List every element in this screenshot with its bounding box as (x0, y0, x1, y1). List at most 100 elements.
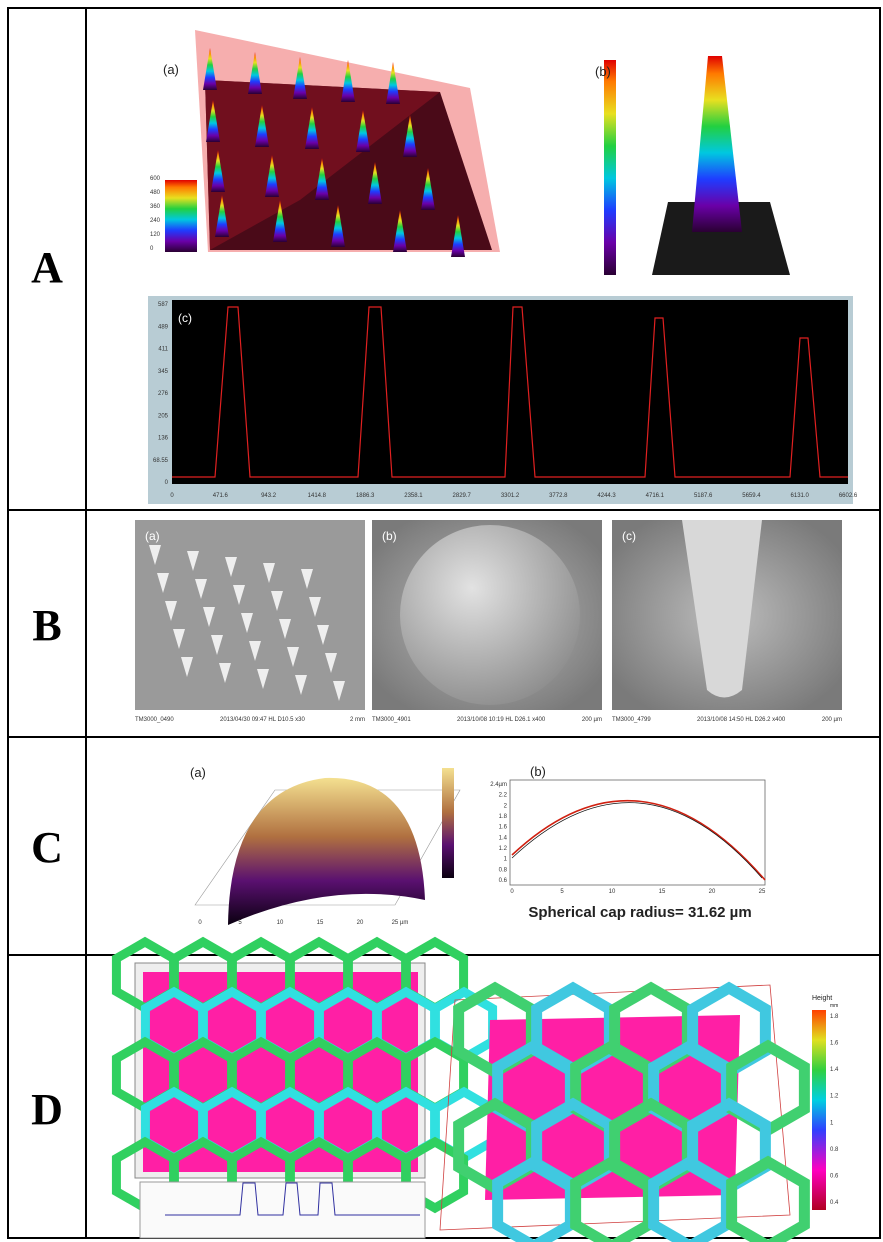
panel-label: (a) (190, 765, 206, 780)
y-tick-label: 345 (158, 369, 169, 375)
x-tick-label: 1414.8 (308, 493, 327, 499)
needle (386, 62, 400, 104)
needle (325, 653, 337, 673)
row-label: A (31, 243, 63, 292)
profile-plot (148, 296, 853, 504)
needle (333, 681, 345, 701)
panel-label: (c) (622, 529, 636, 543)
x-tick-label: 3772.8 (549, 493, 568, 499)
x-tick-label: 10 (609, 889, 616, 895)
panel-label: (b) (530, 764, 546, 779)
x-tick-label: 15 (659, 889, 666, 895)
sem-info: 2013/04/30 09:47 HL D10.5 x30 (220, 717, 306, 723)
needle (265, 155, 279, 197)
y-tick-label: 1.2 (499, 846, 508, 852)
needle (241, 613, 253, 633)
y-tick-label: 411 (158, 347, 168, 353)
sem-info: 2013/10/08 14:50 HL D26.2 x400 (697, 717, 786, 723)
x-tick-label: 25 (759, 889, 766, 895)
y-tick-label: 2.2 (499, 793, 508, 799)
x-tick-label: 943.2 (261, 493, 277, 499)
needle (165, 601, 177, 621)
honeycomb-3d (439, 981, 826, 1242)
x-tick-label: 3301.2 (501, 493, 520, 499)
y-tick-label: 136 (158, 436, 169, 442)
needle (157, 573, 169, 593)
x-tick-label: 4244.3 (597, 493, 616, 499)
legend-tick-label: 1 (830, 1120, 834, 1126)
legend-tick-label: 1.4 (830, 1067, 839, 1073)
panel-label: (a) (145, 529, 160, 543)
x-tick-label: 0 (510, 889, 514, 895)
x-tick-label: 6131.0 (791, 493, 810, 499)
single-needle-3d (604, 56, 790, 275)
y-tick-label: 2.4µm (490, 782, 507, 788)
x-tick-label: 15 (317, 920, 324, 926)
legend-unit: mm (830, 1003, 838, 1009)
x-tick-label: 20 (357, 920, 364, 926)
legend-tick-label: 1.2 (830, 1094, 839, 1100)
panel-label: (b) (382, 529, 397, 543)
y-tick-label: 205 (158, 413, 169, 419)
honeycomb-2d (111, 936, 498, 1239)
x-tick-label: 4716.1 (646, 493, 665, 499)
cap-fit-plot (509, 779, 766, 886)
panel-label: (a) (163, 62, 179, 77)
y-tick-label: 1.6 (499, 825, 508, 831)
x-tick-label: 5659.4 (742, 493, 761, 499)
sem-info: 2013/10/08 10:19 HL D26.1 x400 (457, 717, 546, 723)
needle (149, 545, 161, 565)
needle (271, 591, 283, 611)
sem-scale: 200 µm (822, 717, 842, 723)
x-tick-label: 20 (709, 889, 716, 895)
needle (421, 168, 435, 210)
needle (255, 105, 269, 147)
needle (315, 158, 329, 200)
y-tick-label: 0 (165, 480, 169, 486)
sem-id: TM3000_0490 (135, 717, 174, 723)
needle (368, 162, 382, 204)
x-tick-label: 25 µm (392, 920, 409, 926)
y-tick-label: 0.8 (499, 867, 508, 873)
needle (225, 557, 237, 577)
sem-id: TM3000_4901 (372, 717, 411, 723)
needle (206, 100, 220, 142)
needle (211, 635, 223, 655)
row-label: D (31, 1085, 63, 1134)
needle (331, 205, 345, 247)
needle (187, 551, 199, 571)
needle (301, 569, 313, 589)
caption: Spherical cap radius= 31.62 µm (528, 904, 751, 921)
y-tick-label: 0.6 (499, 878, 508, 884)
x-tick-label: 471.6 (213, 493, 229, 499)
needle (279, 619, 291, 639)
needle (181, 657, 193, 677)
panel-label: (c) (178, 311, 192, 325)
y-tick-label: 1 (504, 857, 508, 863)
panel-label: (b) (595, 64, 611, 79)
scale-label: 120 (150, 232, 161, 238)
needle (451, 215, 465, 257)
dome (400, 525, 580, 705)
needle (195, 579, 207, 599)
needle (203, 607, 215, 627)
needle (219, 663, 231, 683)
table-frame (7, 7, 881, 1239)
needle (287, 647, 299, 667)
afm-dome (194, 768, 461, 925)
needle (263, 563, 275, 583)
x-tick-label: 2358.1 (404, 493, 423, 499)
needle (356, 110, 370, 152)
y-tick-label: 489 (158, 324, 169, 330)
needle (173, 629, 185, 649)
sem-scale: 200 µm (582, 717, 602, 723)
scale-label: 600 (150, 176, 161, 182)
row-label: B (32, 601, 61, 650)
sem-scale: 2 mm (350, 717, 365, 723)
scale-label: 480 (150, 190, 161, 196)
needle (341, 60, 355, 102)
needle (248, 52, 262, 94)
needle (249, 641, 261, 661)
legend-tick-label: 1.8 (830, 1014, 839, 1020)
